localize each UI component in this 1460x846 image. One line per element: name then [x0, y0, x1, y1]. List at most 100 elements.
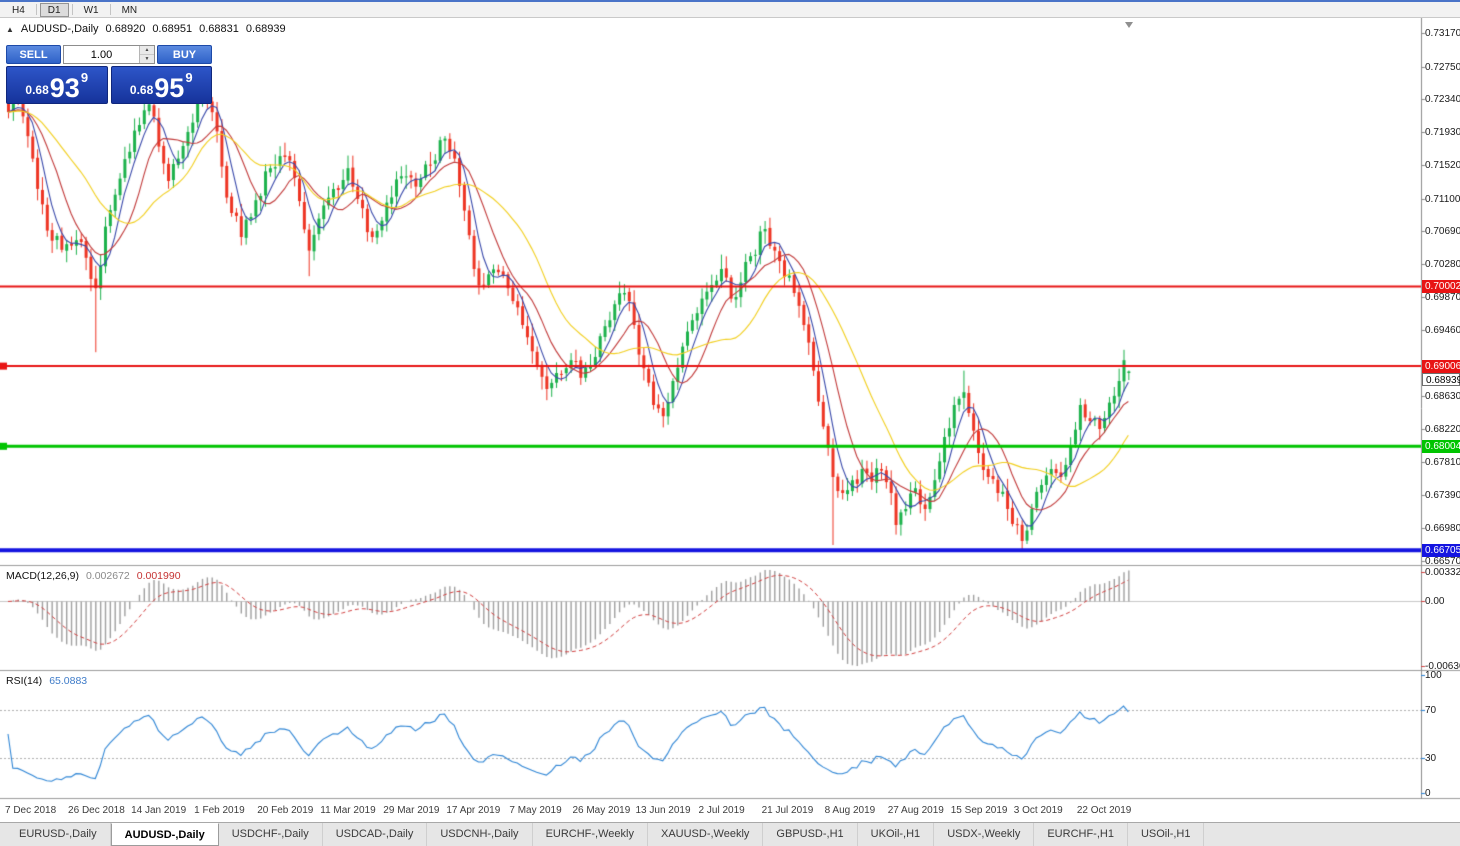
toolbar-separator: [35, 4, 37, 15]
sell-button[interactable]: SELL: [6, 45, 61, 64]
timeframe-button-h4[interactable]: H4: [12, 4, 25, 16]
macd-main-value: 0.002672: [85, 570, 130, 582]
price-scale-tick: 0.66570: [1425, 556, 1460, 567]
date-axis-label: 15 Sep 2019: [950, 805, 1008, 816]
macd-scale-tick: 0.00332: [1425, 567, 1460, 578]
volume-decrease-button[interactable]: ▼: [140, 55, 154, 63]
chart-tab-eurusd-daily[interactable]: EURUSD-,Daily: [6, 823, 111, 846]
one-click-collapse-toggle[interactable]: ▲: [6, 24, 14, 34]
toolbar-separator: [109, 4, 111, 15]
price-scale-tick: 0.68220: [1425, 424, 1460, 435]
ohlc-low: 0.68831: [199, 23, 239, 35]
date-axis-label: 29 Mar 2019: [383, 805, 440, 816]
date-axis-label: 2 Jul 2019: [698, 805, 745, 816]
date-axis-label: 14 Jan 2019: [131, 805, 187, 816]
period-toolbar: H4 D1 W1 MN: [0, 0, 1460, 18]
price-scale-tick: 0.72340: [1425, 94, 1460, 106]
volume-spinner: ▲ ▼: [139, 46, 154, 63]
one-click-trading-panel: SELL ▲ ▼ BUY 0.68 93 9 0.68 95 9: [6, 45, 212, 104]
chart-tab-xauusd-weekly[interactable]: XAUUSD-,Weekly: [648, 823, 764, 846]
price-scale-tick: 0.69870: [1425, 292, 1460, 303]
date-axis-label: 13 Jun 2019: [635, 805, 691, 816]
price-scale-tick: 0.72750: [1425, 61, 1460, 73]
chart-tab-eurchf-h1[interactable]: EURCHF-,H1: [1034, 823, 1128, 846]
chart-tab-usdx-weekly[interactable]: USDX-,Weekly: [934, 823, 1035, 846]
date-axis-label: 21 Jul 2019: [761, 805, 814, 816]
date-axis-label: 20 Feb 2019: [257, 805, 314, 816]
buy-button[interactable]: BUY: [157, 45, 212, 64]
volume-input-group: ▲ ▼: [63, 45, 155, 64]
bid-price-fraction: 9: [80, 70, 89, 85]
ask-price-fraction: 9: [185, 70, 193, 85]
macd-signal-value: 0.001990: [136, 570, 181, 582]
ask-price-prefix: 0.68: [129, 83, 154, 97]
buy-price-display[interactable]: 0.68 95 9: [110, 66, 212, 104]
date-axis-label: 3 Oct 2019: [1013, 805, 1063, 816]
date-axis-label: 27 Aug 2019: [887, 805, 944, 816]
macd-scale-tick: 0.00: [1425, 596, 1445, 608]
chart-tab-eurchf-weekly[interactable]: EURCHF-,Weekly: [533, 823, 648, 846]
chart-tab-ukoil-h1[interactable]: UKOil-,H1: [858, 823, 935, 846]
timeframe-button-w1[interactable]: W1: [83, 4, 99, 16]
rsi-scale-tick: 100: [1425, 670, 1442, 681]
price-scale-tick: 0.70280: [1425, 259, 1460, 271]
price-scale-tick: 0.71930: [1425, 127, 1460, 139]
ohlc-close: 0.68939: [245, 23, 286, 35]
rsi-scale-tick: 30: [1425, 752, 1437, 764]
price-scale-tick: 0.71100: [1425, 193, 1460, 205]
volume-input[interactable]: [64, 46, 139, 63]
timeframe-button-d1[interactable]: D1: [39, 2, 69, 17]
toolbar-separator: [71, 4, 73, 15]
volume-increase-button[interactable]: ▲: [140, 46, 154, 55]
chart-tab-usdcnh-daily[interactable]: USDCNH-,Daily: [427, 823, 533, 846]
date-axis-label: 11 Mar 2019: [320, 805, 376, 816]
date-axis-label: 17 Apr 2019: [446, 805, 501, 816]
bid-price-prefix: 0.68: [25, 83, 49, 97]
macd-title: MACD(12,26,9): [6, 570, 79, 582]
price-scale-tick: 0.66980: [1425, 523, 1460, 535]
timeframe-button-mn[interactable]: MN: [121, 4, 138, 16]
date-axis-label: 7 May 2019: [509, 805, 562, 816]
macd-scale-tick: -0.00636: [1425, 661, 1460, 672]
price-scale-tick: 0.69460: [1425, 324, 1460, 336]
chart-tab-gbpusd-h1[interactable]: GBPUSD-,H1: [763, 823, 858, 846]
date-axis-label: 1 Feb 2019: [194, 805, 245, 816]
chart-tabs-bar: EURUSD-,Daily AUDUSD-,Daily USDCHF-,Daily U…: [0, 822, 1460, 846]
price-scale-tick: 0.73170: [1425, 28, 1460, 39]
rsi-value: 65.0883: [49, 675, 88, 687]
date-axis[interactable]: 7 Dec 2018 26 Dec 2018 14 Jan 2019 1 Feb 20…: [0, 799, 1421, 822]
hline-price-badge: 0.66705: [1422, 543, 1460, 557]
price-scale-tick: 0.67810: [1425, 456, 1460, 468]
chart-tab-usoil-h1[interactable]: USOil-,H1: [1128, 823, 1205, 846]
ohlc-high: 0.68951: [152, 23, 193, 35]
price-scale-tick: 0.67390: [1425, 490, 1460, 502]
chart-window: ▲ AUDUSD-,Daily 0.68920 0.68951 0.68831 …: [0, 18, 1460, 822]
date-axis-label: 8 Aug 2019: [824, 805, 876, 816]
date-axis-label: 7 Dec 2018: [5, 805, 57, 816]
price-scale-tick: 0.71520: [1425, 160, 1460, 171]
date-axis-label: 22 Oct 2019: [1076, 805, 1132, 816]
rsi-title: RSI(14): [6, 675, 43, 687]
price-scale[interactable]: 0.73170 0.72750 0.72340 0.71930 0.71520 0.711…: [1421, 18, 1460, 799]
rsi-scale-tick: 0: [1425, 788, 1431, 799]
chart-ohlc-header: ▲ AUDUSD-,Daily 0.68920 0.68951 0.68831 …: [6, 23, 286, 35]
hline-price-badge: 0.68004: [1422, 439, 1460, 453]
hline-price-badge: 0.70002: [1422, 279, 1460, 293]
date-axis-label: 26 May 2019: [572, 805, 631, 816]
hline-price-badge: 0.69006: [1422, 359, 1460, 373]
bid-price-badge: 0.68939: [1422, 373, 1460, 387]
ohlc-open: 0.68920: [105, 23, 146, 35]
date-axis-label: 26 Dec 2018: [68, 805, 125, 816]
rsi-scale-tick: 70: [1425, 705, 1437, 717]
chart-tab-usdcad-daily[interactable]: USDCAD-,Daily: [323, 823, 428, 846]
bid-price-pips: 93: [49, 73, 80, 103]
price-scale-tick: 0.68630: [1425, 391, 1460, 403]
macd-header: MACD(12,26,9) 0.002672 0.001990: [6, 570, 181, 582]
ask-price-pips: 95: [154, 73, 185, 103]
sell-price-display[interactable]: 0.68 93 9: [6, 66, 108, 104]
chart-tab-usdchf-daily[interactable]: USDCHF-,Daily: [219, 823, 323, 846]
price-scale-tick: 0.70690: [1425, 226, 1460, 238]
chart-canvas[interactable]: [0, 18, 1460, 822]
chart-shift-marker[interactable]: [1125, 22, 1133, 28]
chart-tab-audusd-daily[interactable]: AUDUSD-,Daily: [110, 823, 219, 846]
